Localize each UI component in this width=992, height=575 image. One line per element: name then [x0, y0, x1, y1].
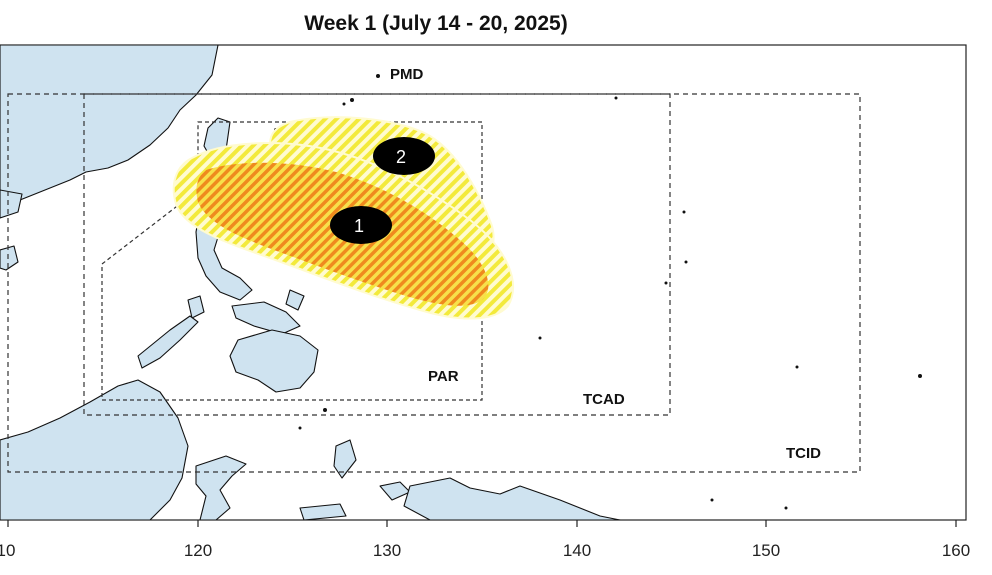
area-2-label: 2 — [396, 147, 406, 167]
area-1-label: 1 — [354, 216, 364, 236]
pmd-label: PMD — [390, 66, 424, 83]
tcid-label: TCID — [786, 445, 821, 462]
x-tick-label: 140 — [563, 541, 591, 560]
x-tick-label: 10 — [0, 541, 15, 560]
par-label: PAR — [428, 368, 459, 385]
x-tick-label: 130 — [373, 541, 401, 560]
tcad-label: TCAD — [583, 391, 625, 408]
area-2-marker: 2 — [373, 137, 435, 175]
area-1-marker: 1 — [330, 206, 392, 244]
x-axis — [7, 520, 957, 527]
x-tick-label: 160 — [942, 541, 970, 560]
tcad-boundary — [83, 93, 671, 416]
x-tick-label: 120 — [184, 541, 212, 560]
map-title: Week 1 (July 14 - 20, 2025) — [304, 12, 568, 35]
x-tick-label: 150 — [752, 541, 780, 560]
x-axis-labels: 10 120 130 140 150 160 — [0, 541, 970, 560]
tcid-boundary — [7, 93, 861, 473]
